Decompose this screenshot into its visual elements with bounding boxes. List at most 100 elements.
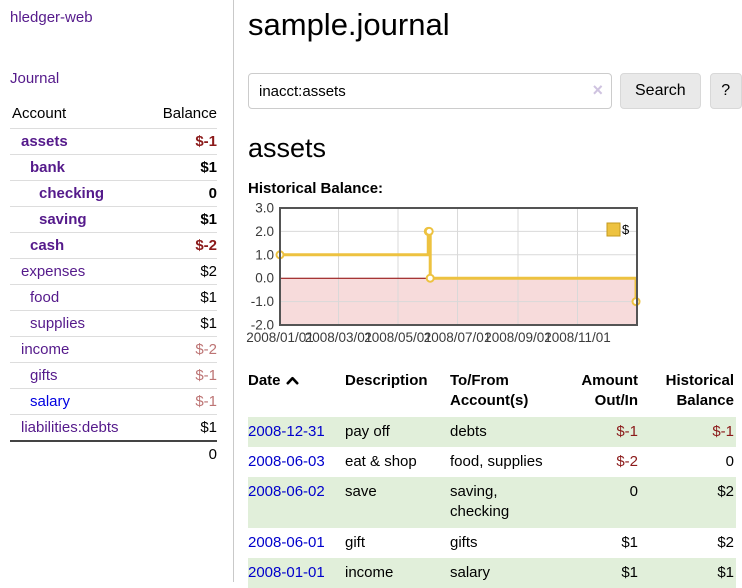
account-row: food$1 [10, 285, 217, 311]
account-balance: $-1 [146, 363, 217, 389]
account-balance: $1 [146, 207, 217, 233]
account-row: gifts $-1 [10, 363, 217, 389]
account-link-bank[interactable]: bank [30, 159, 65, 176]
transaction-date-cell: 2008-12-31 [248, 417, 345, 447]
account-balance: $1 [146, 155, 217, 181]
transactions-header-row: Date Description To/From Account(s) Amou… [248, 369, 736, 417]
transaction-description: save [345, 477, 450, 528]
account-row: bank $1 [10, 155, 217, 181]
transaction-balance: $2 [640, 528, 736, 558]
transaction-amount: 0 [570, 477, 640, 528]
account-row: salary$-1 [10, 389, 217, 415]
transaction-amount: $1 [570, 558, 640, 588]
transaction-accounts: salary [450, 558, 570, 588]
account-name-cell: gifts [10, 363, 146, 389]
transaction-accounts: saving, checking [450, 477, 570, 528]
transaction-date-link[interactable]: 2008-12-31 [248, 423, 325, 440]
account-heading: assets [248, 133, 742, 164]
account-row: assets$-1 [10, 129, 217, 155]
svg-text:2008/01/01: 2008/01/01 [246, 330, 314, 345]
account-balance: 0 [146, 181, 217, 207]
account-link-supplies[interactable]: supplies [30, 315, 85, 332]
svg-text:2008/09/01: 2008/09/01 [484, 330, 552, 345]
transaction-balance: $1 [640, 558, 736, 588]
account-name-cell: expenses [10, 259, 146, 285]
account-link-liabilities-debts[interactable]: liabilities:debts [21, 419, 119, 436]
main-content: sample.journal × Search ? assets Histori… [234, 0, 742, 582]
transaction-accounts: debts [450, 417, 570, 447]
account-link-cash[interactable]: cash [30, 237, 64, 254]
page-title: sample.journal [248, 7, 742, 43]
clear-search-icon[interactable]: × [592, 80, 603, 100]
chart-svg: $-2.0-1.00.01.02.03.02008/01/012008/03/0… [248, 204, 648, 350]
account-row: saving $1 [10, 207, 217, 233]
account-balance: $-2 [146, 337, 217, 363]
account-name-cell: salary [10, 389, 146, 415]
svg-text:2.0: 2.0 [255, 224, 274, 239]
account-row: liabilities:debts $1 [10, 415, 217, 442]
account-name-cell: income [10, 337, 146, 363]
accounts-total-value: 0 [146, 441, 217, 467]
column-header-balance: Historical Balance [640, 369, 736, 417]
svg-text:2008/11/01: 2008/11/01 [544, 330, 611, 345]
transaction-description: income [345, 558, 450, 588]
account-name-cell: liabilities:debts [10, 415, 146, 442]
account-link-income[interactable]: income [21, 341, 69, 358]
transaction-date-cell: 2008-01-01 [248, 558, 345, 588]
account-link-assets[interactable]: assets [21, 133, 68, 150]
account-row: income $-2 [10, 337, 217, 363]
help-button[interactable]: ? [710, 73, 742, 109]
search-form: × Search ? [248, 73, 742, 109]
account-name-cell: saving [10, 207, 146, 233]
transaction-balance: 0 [640, 447, 736, 477]
account-balance: $-2 [146, 233, 217, 259]
account-link-food[interactable]: food [30, 289, 59, 306]
transaction-date-link[interactable]: 2008-06-03 [248, 453, 325, 470]
transaction-balance: $2 [640, 477, 736, 528]
search-button[interactable]: Search [620, 73, 701, 109]
accounts-header-balance: Balance [146, 101, 217, 129]
accounts-total-spacer [10, 441, 146, 467]
svg-text:2008/07/01: 2008/07/01 [424, 330, 492, 345]
column-header-tofrom: To/From Account(s) [450, 369, 570, 417]
svg-text:-1.0: -1.0 [251, 294, 274, 309]
account-name-cell: bank [10, 155, 146, 181]
transaction-date-cell: 2008-06-01 [248, 528, 345, 558]
account-balance: $2 [146, 259, 217, 285]
transaction-date-cell: 2008-06-02 [248, 477, 345, 528]
transaction-date-link[interactable]: 2008-06-01 [248, 534, 325, 551]
account-link-saving[interactable]: saving [39, 211, 87, 228]
svg-text:2008/03/01: 2008/03/01 [305, 330, 373, 345]
brand-link[interactable]: hledger-web [10, 9, 93, 26]
account-link-salary[interactable]: salary [30, 393, 70, 410]
transaction-amount: $1 [570, 528, 640, 558]
transaction-date-link[interactable]: 2008-01-01 [248, 564, 325, 581]
transaction-balance: $-1 [640, 417, 736, 447]
accounts-total-row: 0 [10, 441, 217, 467]
column-header-date[interactable]: Date [248, 369, 345, 417]
search-input[interactable] [248, 73, 612, 109]
account-link-gifts[interactable]: gifts [30, 367, 58, 384]
account-link-expenses[interactable]: expenses [21, 263, 85, 280]
transaction-date-link[interactable]: 2008-06-02 [248, 483, 325, 500]
account-name-cell: cash [10, 233, 146, 259]
sidebar: hledger-web Journal Account Balance asse… [0, 0, 234, 582]
accounts-header-account: Account [10, 101, 146, 129]
account-link-checking[interactable]: checking [39, 185, 104, 202]
transaction-accounts: food, supplies [450, 447, 570, 477]
search-box: × [248, 73, 612, 109]
svg-text:2008/05/01: 2008/05/01 [364, 330, 432, 345]
sidebar-item-journal[interactable]: Journal [10, 70, 59, 87]
account-row: checking 0 [10, 181, 217, 207]
account-balance: $1 [146, 311, 217, 337]
account-balance: $1 [146, 415, 217, 442]
